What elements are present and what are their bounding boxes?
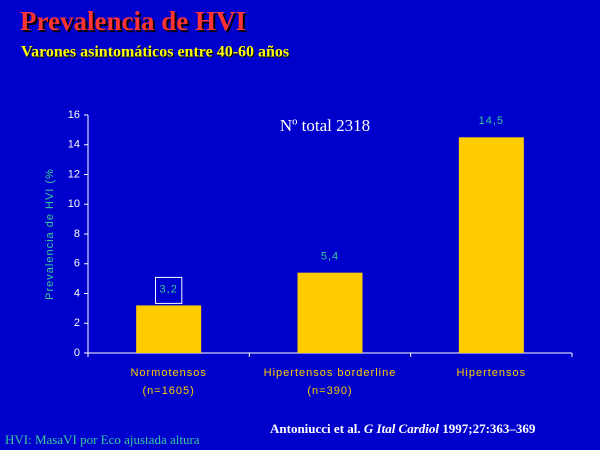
y-tick-label: 14 (68, 139, 80, 151)
y-tick-label: 2 (74, 317, 80, 329)
citation: Antoniucci et al. G Ital Cardiol 1997;27… (270, 421, 536, 436)
y-tick-label: 10 (68, 198, 80, 210)
citation-ref: 1997;27:363–369 (439, 421, 536, 436)
value-label: 3,2 (160, 283, 178, 295)
bar (136, 305, 202, 353)
bar (458, 137, 524, 353)
chart-subtitle: Varones asintomáticos entre 40-60 años (21, 44, 289, 61)
value-label: 5,4 (321, 251, 339, 263)
x-tick-label: Normotensos (n=1605) (130, 367, 206, 397)
chart-title: Prevalencia de HVI (20, 6, 246, 36)
citation-authors: Antoniucci et al. (270, 421, 364, 436)
subtitle-shadow: Varones asintomáticos entre 40-60 años (22, 45, 290, 62)
y-tick-label: 8 (74, 228, 80, 240)
value-label: 14,5 (479, 115, 504, 127)
footnote: HVI: MasaVI por Eco ajustada altura (5, 432, 200, 447)
y-tick-label: 4 (74, 287, 80, 299)
x-tick-label: Hipertensos borderline (n=390) (264, 367, 397, 397)
x-tick-label: Hipertensos (456, 367, 526, 379)
bar (297, 272, 363, 353)
value-label-box (155, 276, 183, 304)
y-axis-label: Prevalencia de HVI (% (44, 168, 56, 300)
y-tick-label: 0 (74, 347, 80, 359)
y-tick-label: 16 (68, 109, 80, 121)
y-tick-label: 6 (74, 258, 80, 270)
annotation: Nº total 2318 (280, 116, 370, 135)
y-tick-label: 12 (68, 168, 80, 180)
title-shadow: Prevalencia de HVI (22, 8, 248, 38)
citation-journal: G Ital Cardiol (364, 421, 440, 436)
